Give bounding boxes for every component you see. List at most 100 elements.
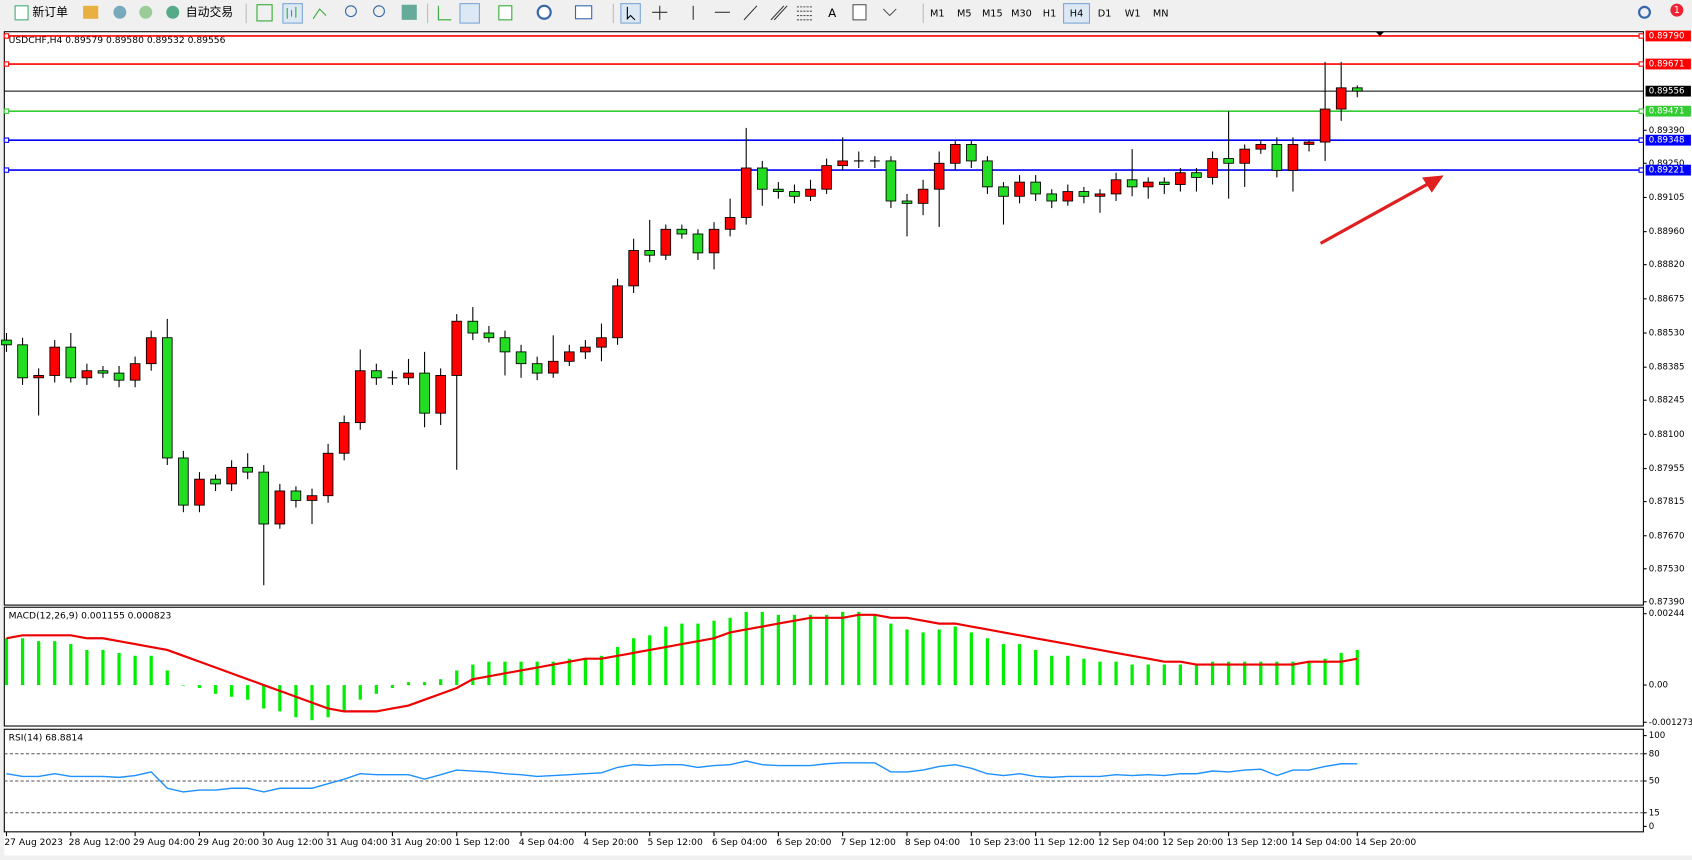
toolbar-icon[interactable]: [437, 5, 452, 21]
y-tick-label: 0.88245: [1649, 396, 1685, 406]
crosshair-tool[interactable]: [652, 5, 668, 20]
candle-body: [242, 466, 253, 473]
timeframe-button[interactable]: M1: [930, 8, 945, 19]
toolbar-icon[interactable]: [83, 5, 99, 19]
candle-body: [547, 360, 559, 374]
timeframes: M1 M5 M15 M30 H1 H4 D1 W1 MN: [930, 3, 1169, 24]
zoom-out[interactable]: [373, 5, 385, 18]
histogram-bar: [905, 629, 909, 686]
histogram-bar: [390, 685, 395, 688]
candle-body: [789, 191, 800, 197]
toolbar-icon[interactable]: [498, 5, 513, 21]
cursor-tool[interactable]: [620, 3, 641, 24]
timeframe-button[interactable]: D1: [1098, 8, 1112, 19]
pane-frame: [3, 606, 1644, 727]
y-tick-label: 50: [1649, 776, 1660, 786]
text-tool[interactable]: A: [828, 6, 837, 20]
candle-body: [837, 160, 848, 167]
candle-body: [1126, 179, 1138, 188]
histogram-bar: [133, 655, 137, 686]
timeframe-button[interactable]: H4: [1070, 8, 1083, 19]
candle-body: [1255, 143, 1267, 150]
price-label-bg: [1645, 85, 1691, 97]
level-handle: [1638, 137, 1644, 143]
y-tick-label: 0.89250: [1649, 159, 1685, 169]
toolbar-icon[interactable]: [256, 4, 273, 22]
candle-body: [901, 200, 913, 204]
fibo-tool[interactable]: [796, 6, 812, 21]
timeframe-button[interactable]: MN: [1153, 8, 1169, 19]
candle-body: [1191, 172, 1202, 178]
toolbar-icon[interactable]: [536, 4, 552, 20]
histogram-bar: [696, 623, 700, 686]
histogram-bar: [680, 623, 684, 686]
search[interactable]: [1638, 5, 1651, 19]
candle-body: [644, 250, 656, 256]
histogram-bar: [1243, 661, 1247, 686]
toolbar: 新订单 自动交易 A M1 M5 M15 M: [0, 0, 1692, 27]
toolbar-icon[interactable]: [401, 4, 417, 20]
histogram-bar: [455, 670, 459, 686]
x-tick-label: 29 Aug 04:00: [133, 837, 195, 848]
histogram-bar: [342, 685, 346, 712]
toolbar-icon[interactable]: [113, 5, 127, 19]
candle-body: [692, 233, 704, 254]
histogram-bar: [857, 611, 861, 686]
x-tick-label: 29 Aug 20:00: [197, 837, 259, 848]
candle-body: [1351, 87, 1363, 92]
auto-trading-button[interactable]: 自动交易: [166, 5, 233, 19]
timeframe-button[interactable]: W1: [1125, 8, 1141, 19]
x-tick-label: 28 Aug 12:00: [69, 837, 131, 848]
notification-count: 1: [1674, 5, 1680, 16]
y-tick-label: 0.88530: [1649, 329, 1685, 339]
x-tick-label: 1 Sep 12:00: [455, 837, 510, 848]
histogram-bar: [1066, 655, 1070, 686]
histogram-bar: [1275, 661, 1279, 686]
candle-body: [740, 167, 752, 218]
histogram-bar: [1034, 649, 1038, 686]
candle-body: [338, 422, 350, 454]
candle-body: [467, 320, 479, 334]
trendline-tool[interactable]: [743, 5, 758, 21]
histogram-bar: [664, 626, 668, 686]
toolbar-icon[interactable]: [574, 5, 593, 20]
candle-body: [708, 228, 720, 254]
candle-body: [660, 228, 672, 256]
toolbar-icon[interactable]: [282, 3, 303, 24]
new-order-button[interactable]: 新订单: [14, 5, 68, 21]
notification-badge[interactable]: [1670, 3, 1684, 17]
candle-body: [1319, 108, 1331, 143]
x-tick-label: 14 Sep 20:00: [1355, 837, 1416, 848]
candle-body: [129, 363, 141, 381]
auto-trading-icon: [166, 5, 180, 19]
histogram-bar: [841, 611, 845, 686]
y-tick-label: 0.87815: [1649, 497, 1685, 507]
toolbar-icon[interactable]: [286, 6, 297, 19]
arrow-head: [1422, 175, 1444, 193]
histogram-bar: [1098, 661, 1102, 686]
candle-body: [145, 337, 157, 365]
toolbar-icon[interactable]: [139, 5, 153, 19]
histogram-bar: [294, 685, 298, 718]
histogram-bar: [1114, 661, 1118, 686]
histogram-bar: [181, 685, 185, 686]
candle-body: [949, 143, 961, 164]
histogram-bar: [728, 617, 732, 686]
histogram-bar: [149, 655, 153, 686]
histogram-bar: [1210, 661, 1215, 686]
candle-body: [33, 375, 44, 379]
histogram-bar: [374, 685, 378, 694]
histogram-bar: [776, 614, 780, 686]
channel-tool[interactable]: [770, 5, 788, 21]
timeframe-button[interactable]: H1: [1043, 8, 1056, 19]
toolbar-icon[interactable]: [459, 3, 480, 24]
candle-body: [773, 188, 784, 192]
timeframe-button[interactable]: M30: [1011, 8, 1032, 19]
arrows-tool[interactable]: [882, 8, 897, 17]
zoom-in[interactable]: [344, 5, 357, 18]
timeframe-button[interactable]: M5: [957, 8, 972, 19]
timeframe-button[interactable]: M15: [982, 8, 1003, 19]
label-tool[interactable]: [852, 4, 867, 21]
toolbar-icon[interactable]: [312, 8, 327, 20]
